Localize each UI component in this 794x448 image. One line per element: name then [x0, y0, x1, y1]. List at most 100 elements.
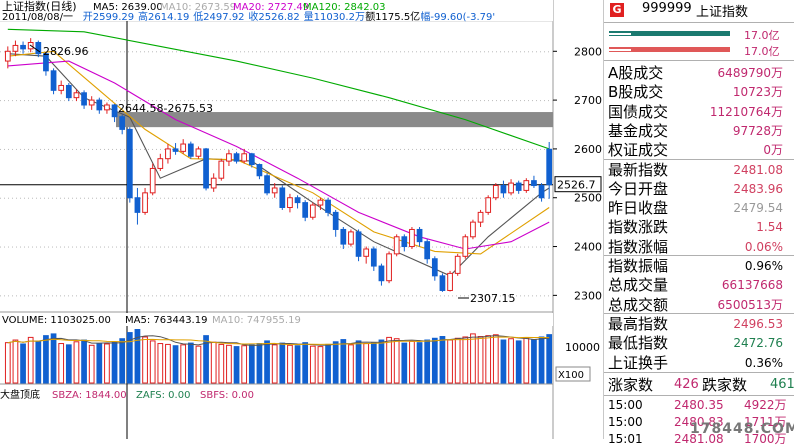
- gridline-dot: [180, 100, 181, 102]
- gridline-dot: [388, 51, 389, 53]
- gridline-dot: [376, 100, 377, 102]
- gridline-dot: [84, 295, 85, 297]
- gridline-dot: [164, 100, 165, 102]
- gridline-dot: [124, 246, 125, 248]
- gridline-dot: [156, 246, 157, 248]
- gridline-dot: [64, 295, 65, 297]
- gridline-dot: [340, 148, 341, 150]
- gridline-dot: [32, 295, 33, 297]
- gap-band: [116, 112, 553, 128]
- gridline-dot: [292, 100, 293, 102]
- gridline-dot: [540, 246, 541, 248]
- kline-chart[interactable]: 2800270026002500240023002526.710000X100 …: [0, 0, 603, 439]
- volume-bar: [233, 346, 240, 384]
- gridline-dot: [276, 246, 277, 248]
- gridline-dot: [400, 51, 401, 53]
- volume-bar: [88, 344, 95, 384]
- gridline-dot: [176, 295, 177, 297]
- gridline-dot: [132, 246, 133, 248]
- gridline-dot: [504, 246, 505, 248]
- gridline-dot: [160, 148, 161, 150]
- volume-bar: [248, 344, 255, 384]
- gridline-dot: [468, 51, 469, 53]
- gridline-dot: [76, 295, 77, 297]
- gridline-dot: [120, 51, 121, 53]
- gridline-dot: [336, 295, 337, 297]
- gridline-dot: [116, 100, 117, 102]
- gridline-dot: [12, 51, 13, 53]
- gridline-dot: [132, 295, 133, 297]
- group-badge[interactable]: G: [610, 3, 624, 17]
- gridline-dot: [180, 295, 181, 297]
- gridline-dot: [60, 197, 61, 199]
- candle-body: [65, 84, 72, 99]
- gridline-dot: [288, 246, 289, 248]
- gridline-dot: [208, 100, 209, 102]
- gridline-dot: [8, 295, 9, 297]
- gridline-dot: [444, 100, 445, 102]
- gridline-dot: [496, 246, 497, 248]
- gridline-dot: [52, 197, 53, 199]
- gridline-dot: [140, 51, 141, 53]
- gridline-dot: [64, 246, 65, 248]
- gridline-dot: [500, 100, 501, 102]
- gridline-dot: [232, 197, 233, 199]
- gridline-dot: [232, 51, 233, 53]
- gridline-dot: [200, 295, 201, 297]
- gridline-dot: [244, 246, 245, 248]
- watermark: 178448.COM: [690, 421, 794, 437]
- gridline-dot: [108, 246, 109, 248]
- gridline-dot: [464, 100, 465, 102]
- gridline-dot: [528, 100, 529, 102]
- gridline-dot: [152, 51, 153, 53]
- gridline-dot: [212, 295, 213, 297]
- gridline-dot: [376, 295, 377, 297]
- gridline-dot: [316, 148, 317, 150]
- gridline-dot: [184, 246, 185, 248]
- gridline-dot: [188, 100, 189, 102]
- gridline-dot: [300, 51, 301, 53]
- volume-bar: [439, 336, 446, 384]
- gridline-dot: [508, 197, 509, 199]
- gridline-dot: [280, 51, 281, 53]
- gridline-dot: [536, 100, 537, 102]
- gridline-dot: [140, 100, 141, 102]
- stat-row: 国债成交 11210764万: [604, 102, 794, 122]
- gridline-dot: [136, 148, 137, 150]
- volume-bar: [386, 336, 392, 384]
- candle-body: [492, 185, 499, 199]
- gridline-dot: [436, 51, 437, 53]
- gridline-dot: [288, 51, 289, 53]
- gridline-dot: [508, 148, 509, 150]
- stat-value: 0.36%: [744, 355, 783, 370]
- gridline-dot: [244, 197, 245, 199]
- gridline-dot: [28, 100, 29, 102]
- stat-value: 6500513万: [717, 297, 783, 312]
- volume-bar: [50, 333, 57, 384]
- volume-ma5-label: MA5: 763443.19: [125, 315, 207, 326]
- stat-label: 今日开盘: [608, 179, 669, 198]
- stat-row: 今日开盘 2483.96: [604, 179, 794, 199]
- gridline-dot: [192, 197, 193, 199]
- gridline-dot: [228, 100, 229, 102]
- gridline-dot: [216, 148, 217, 150]
- gridline-dot: [192, 51, 193, 53]
- gridline-dot: [500, 51, 501, 53]
- gridline-dot: [380, 197, 381, 199]
- gridline-dot: [136, 100, 137, 102]
- gridline-dot: [516, 197, 517, 199]
- gridline-dot: [408, 246, 409, 248]
- candle-body: [363, 248, 370, 257]
- gridline-dot: [292, 246, 293, 248]
- gridline-dot: [296, 100, 297, 102]
- gridline-dot: [548, 295, 549, 297]
- gridline-dot: [16, 148, 17, 150]
- gridline-dot: [56, 295, 57, 297]
- gridline-dot: [428, 51, 429, 53]
- gridline-dot: [252, 51, 253, 53]
- gridline-dot: [340, 246, 341, 248]
- gridline-dot: [396, 51, 397, 53]
- gap-label: 2644.58-2675.53: [118, 102, 213, 115]
- tick-price: 2480.35: [674, 398, 724, 412]
- gridline-dot: [504, 51, 505, 53]
